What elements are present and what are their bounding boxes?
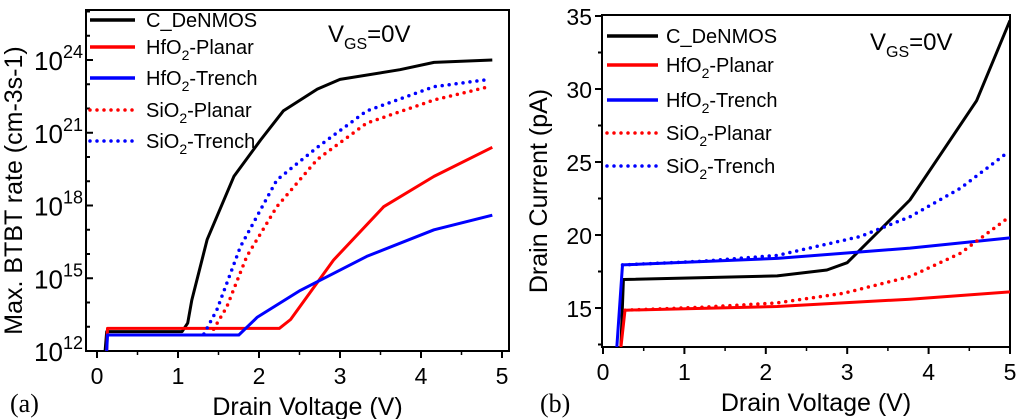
annotation-sub: GS [886,44,909,61]
y-tick-label: 1024 [34,42,83,76]
legend-label: SiO2-Planar [146,100,252,126]
y-tick-label: 15 [566,296,592,322]
y-tick-exponent: 18 [63,188,83,208]
y-tick-base: 10 [34,46,63,76]
x-axis-title: Drain Voltage (V) [212,393,402,419]
legend-label-sub: 2 [179,141,187,157]
y-axis-title: Drain Current (pA) [525,89,553,293]
legend-label-text: C_DeNMOS [666,26,777,48]
legend-label-sub: 2 [699,133,707,149]
legend-label-text: -Trench [189,68,257,90]
series-line-hfo2-planar [105,145,493,351]
y-tick-exponent: 12 [63,333,83,353]
panel-label: (b) [540,389,570,418]
legend-label-text: SiO [666,156,699,178]
legend-label-sub: 2 [182,78,190,94]
series-line-c_denmos [619,19,1010,347]
legend: C_DeNMOSHfO2-PlanarHfO2-TrenchSiO2-Plana… [88,10,258,157]
y-tick-label: 1018 [34,188,83,222]
legend-label: SiO2-Planar [666,123,772,149]
legend-label: HfO2-Planar [146,37,254,63]
legend-label-text: -Trench [707,156,775,178]
y-tick-exponent: 15 [63,260,83,280]
legend-label-sub: 2 [702,65,710,81]
x-axis-title: Drain Voltage (V) [721,389,911,417]
x-tick-label: 2 [253,363,266,389]
series-line-hfo2-trench [105,213,493,351]
legend-label-text: HfO [146,37,182,59]
series-line-sio2-planar [211,84,491,331]
legend-label-text: -Trench [709,90,777,112]
y-tick-label: 20 [566,223,592,249]
vgs-annotation: VGS=0V [870,29,953,61]
panel-label: (a) [10,389,39,418]
legend-label-text: HfO [146,68,182,90]
y-tick-label: 1015 [34,260,83,294]
series-line-sio2-trench [202,77,491,336]
legend-label-text: -Trench [187,131,255,153]
legend-label: HfO2-Trench [146,68,258,94]
series-group [615,19,1010,347]
x-tick-label: 4 [415,363,428,389]
legend-label-text: -Planar [189,37,254,59]
series-line-c_denmos [103,58,493,351]
y-tick-exponent: 24 [63,42,83,62]
series-line-sio2-trench [620,151,1009,267]
legend-label-text: SiO [666,123,699,145]
annotation-main: V [328,21,344,48]
y-tick-base: 10 [34,264,63,294]
legend-label-sub: 2 [179,110,187,126]
y-tick-base: 10 [34,119,63,149]
x-tick-label: 1 [172,363,185,389]
legend-label: C_DeNMOS [146,10,257,32]
chart-panel-b: 0 1 2 3 4 5 15 20 25 30 35 Drain Voltage (V) Drain C… [525,4,1016,418]
series-group [103,58,493,351]
y-tick-label: 25 [566,150,592,176]
y-tick-exponent: 21 [63,115,83,135]
legend-label: SiO2-Trench [146,131,255,157]
legend-label-text: SiO [146,131,179,153]
legend-label: SiO2-Trench [666,156,775,182]
annotation-main: V [870,29,886,56]
legend-label-sub: 2 [182,47,190,63]
legend-label-sub: 2 [702,100,710,116]
legend-label-text: HfO [666,90,702,112]
legend-label-text: C_DeNMOS [146,10,257,32]
legend-label: HfO2-Trench [666,90,778,116]
y-tick-label: 1021 [34,115,83,149]
x-tick-label: 5 [496,363,509,389]
x-tick-label: 1 [678,359,691,385]
x-tick-label: 3 [841,359,854,385]
y-tick-label: 35 [566,4,592,30]
legend-label-text: -Planar [187,100,252,122]
x-tick-label: 5 [1004,359,1017,385]
x-tick-label: 0 [91,363,104,389]
series-line-sio2-planar [623,217,1009,312]
y-tick-label: 30 [566,77,592,103]
legend: C_DeNMOSHfO2-PlanarHfO2-TrenchSiO2-Plana… [605,26,778,182]
legend-label-text: HfO [666,55,702,77]
x-tick-label: 0 [597,359,610,385]
legend-label: C_DeNMOS [666,26,777,48]
annotation-rest: =0V [909,29,952,56]
x-tick-label: 4 [922,359,935,385]
x-tick-label: 2 [759,359,772,385]
vgs-annotation: VGS=0V [328,21,411,53]
y-axis-title: Max. BTBT rate (cm-3s-1) [0,46,28,334]
y-tick-label: 1012 [34,333,83,367]
legend-label-text: -Planar [709,55,774,77]
y-tick-base: 10 [34,192,63,222]
legend-label-sub: 2 [699,166,707,182]
legend-label-text: SiO [146,100,179,122]
y-tick-base: 10 [34,337,63,367]
legend-label: HfO2-Planar [666,55,774,81]
annotation-sub: GS [344,36,367,53]
series-line-hfo2-planar [619,290,1010,347]
series-line-hfo2-trench [615,236,1010,347]
legend-label-text: -Planar [707,123,772,145]
annotation-rest: =0V [367,21,410,48]
x-tick-label: 3 [334,363,347,389]
